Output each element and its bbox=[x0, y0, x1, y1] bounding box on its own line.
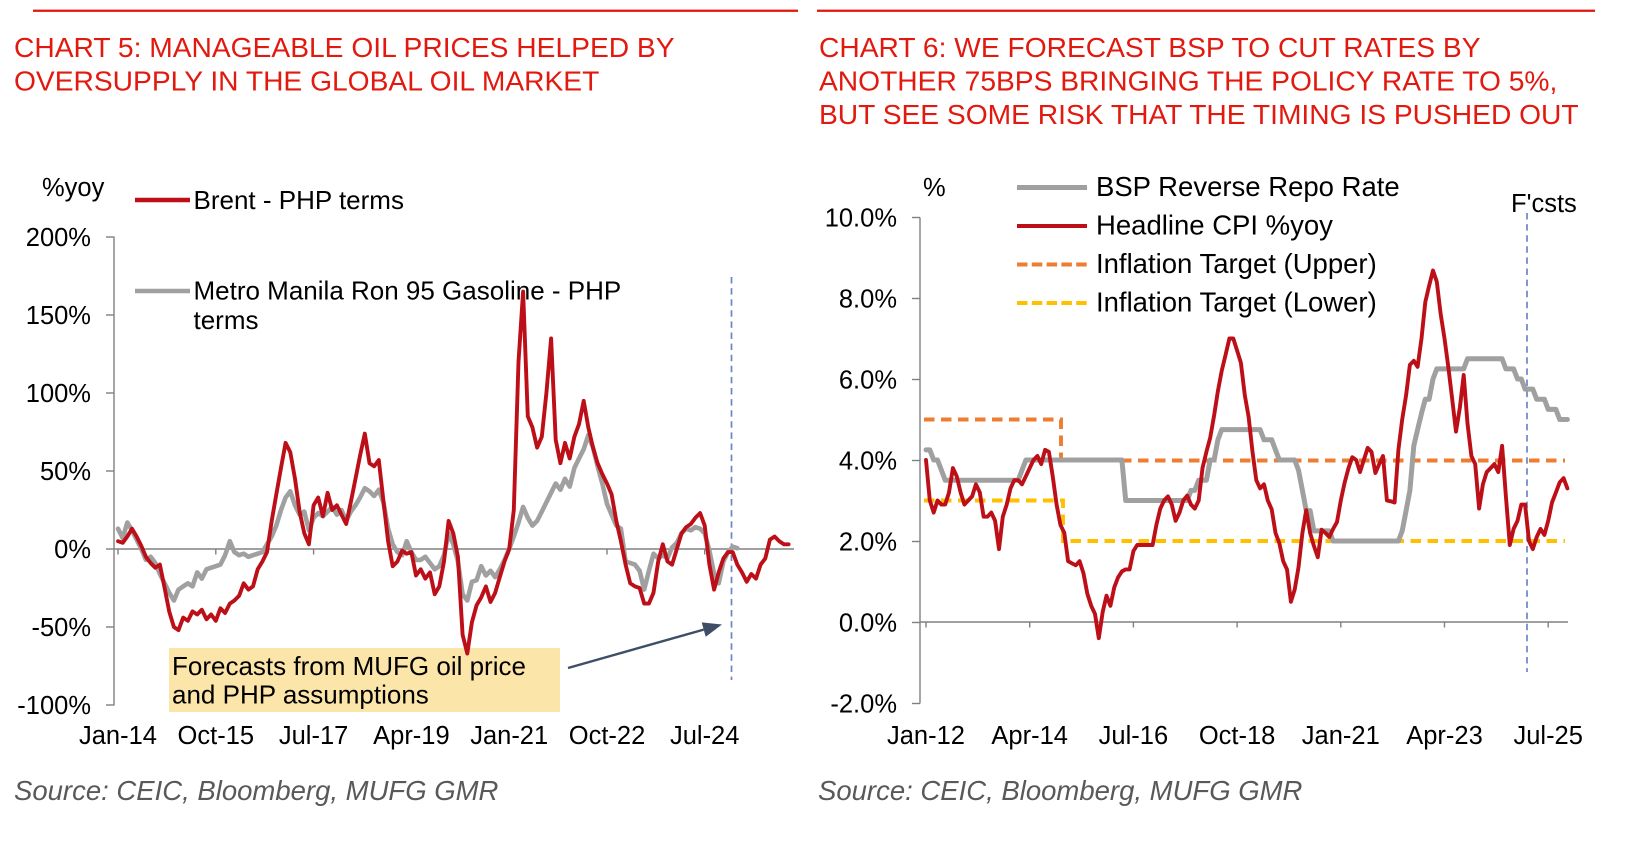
svg-text:CHART 6: WE FORECAST BSP TO CU: CHART 6: WE FORECAST BSP TO CUT RATES BY bbox=[819, 31, 1481, 63]
svg-text:Forecasts from MUFG oil price: Forecasts from MUFG oil price bbox=[172, 651, 526, 681]
svg-text:%: % bbox=[923, 174, 946, 202]
svg-text:Metro Manila Ron 95 Gasoline -: Metro Manila Ron 95 Gasoline - PHP bbox=[194, 276, 622, 306]
svg-text:BSP Reverse Repo Rate: BSP Reverse Repo Rate bbox=[1096, 171, 1400, 202]
svg-text:Oct-22: Oct-22 bbox=[569, 722, 646, 750]
svg-text:Source: CEIC, Bloomberg, MUFG: Source: CEIC, Bloomberg, MUFG GMR bbox=[818, 775, 1303, 806]
svg-text:OVERSUPPLY IN THE GLOBAL OIL M: OVERSUPPLY IN THE GLOBAL OIL MARKET bbox=[14, 65, 599, 97]
svg-text:Apr-19: Apr-19 bbox=[373, 722, 450, 750]
svg-text:Jul-17: Jul-17 bbox=[279, 722, 348, 750]
svg-text:ANOTHER 75BPS BRINGING THE POL: ANOTHER 75BPS BRINGING THE POLICY RATE T… bbox=[819, 65, 1557, 97]
svg-text:Oct-15: Oct-15 bbox=[178, 722, 255, 750]
svg-text:%yoy: %yoy bbox=[42, 174, 105, 202]
svg-text:200%: 200% bbox=[26, 224, 91, 252]
svg-text:-100%: -100% bbox=[17, 692, 91, 720]
svg-text:CHART 5: MANAGEABLE OIL PRICES: CHART 5: MANAGEABLE OIL PRICES HELPED BY bbox=[14, 31, 675, 63]
svg-text:50%: 50% bbox=[40, 458, 91, 486]
svg-text:Apr-14: Apr-14 bbox=[991, 722, 1068, 750]
svg-text:Oct-18: Oct-18 bbox=[1199, 722, 1276, 750]
svg-text:Jan-21: Jan-21 bbox=[470, 722, 548, 750]
svg-text:-2.0%: -2.0% bbox=[830, 691, 897, 719]
svg-text:2.0%: 2.0% bbox=[839, 529, 897, 557]
svg-text:Inflation Target (Upper): Inflation Target (Upper) bbox=[1096, 248, 1377, 279]
svg-text:-50%: -50% bbox=[31, 614, 91, 642]
svg-text:Inflation Target (Lower): Inflation Target (Lower) bbox=[1096, 287, 1377, 318]
svg-text:4.0%: 4.0% bbox=[839, 448, 897, 476]
svg-text:150%: 150% bbox=[26, 302, 91, 330]
svg-text:6.0%: 6.0% bbox=[839, 367, 897, 395]
svg-text:and PHP assumptions: and PHP assumptions bbox=[172, 680, 429, 710]
svg-text:Jul-25: Jul-25 bbox=[1513, 722, 1582, 750]
svg-text:Jan-12: Jan-12 bbox=[887, 722, 965, 750]
svg-text:100%: 100% bbox=[26, 380, 91, 408]
svg-text:Jan-14: Jan-14 bbox=[79, 722, 157, 750]
svg-text:Headline CPI %yoy: Headline CPI %yoy bbox=[1096, 210, 1333, 241]
svg-text:BUT SEE SOME RISK THAT THE TIM: BUT SEE SOME RISK THAT THE TIMING IS PUS… bbox=[819, 98, 1579, 130]
svg-text:0.0%: 0.0% bbox=[839, 610, 897, 638]
svg-text:0%: 0% bbox=[54, 536, 91, 564]
svg-text:10.0%: 10.0% bbox=[825, 205, 897, 233]
svg-text:F'csts: F'csts bbox=[1511, 190, 1577, 218]
svg-text:terms: terms bbox=[194, 305, 259, 335]
svg-text:Brent - PHP terms: Brent - PHP terms bbox=[194, 185, 404, 215]
svg-text:Source: CEIC, Bloomberg, MUFG: Source: CEIC, Bloomberg, MUFG GMR bbox=[14, 775, 499, 806]
svg-text:Jan-21: Jan-21 bbox=[1302, 722, 1380, 750]
svg-text:Jul-16: Jul-16 bbox=[1099, 722, 1168, 750]
svg-text:Jul-24: Jul-24 bbox=[670, 722, 739, 750]
svg-text:8.0%: 8.0% bbox=[839, 286, 897, 314]
svg-text:Apr-23: Apr-23 bbox=[1406, 722, 1483, 750]
